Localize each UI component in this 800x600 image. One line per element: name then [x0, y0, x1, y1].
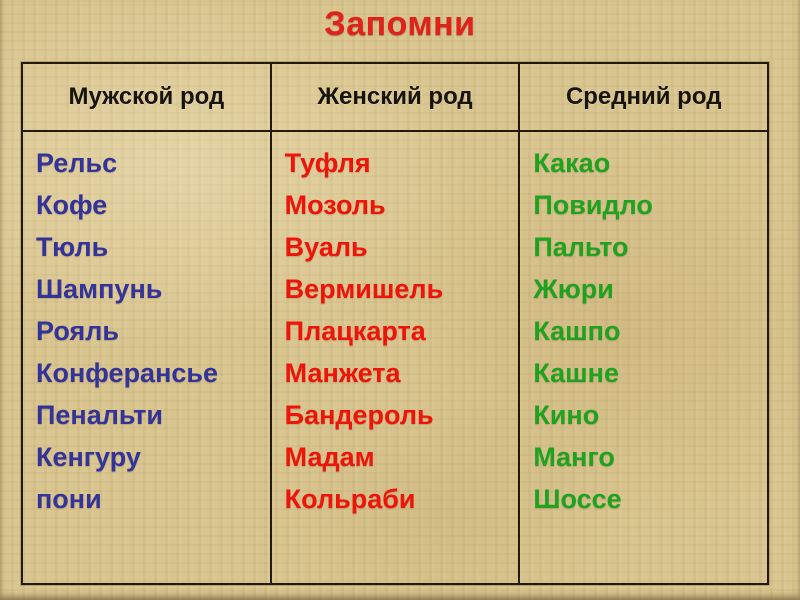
word-item: Кашпо: [533, 316, 621, 346]
word-item: Повидло: [533, 190, 653, 220]
word-item: Кофе: [36, 190, 108, 220]
word-item: Плацкарта: [284, 316, 426, 346]
word-item: Пенальти: [36, 400, 163, 430]
word-item: Конферансье: [36, 358, 219, 388]
gender-table: Мужской род Женский род Средний род Рель…: [21, 62, 769, 585]
table-body-row: Рельс Кофе Тюль Шампунь Рояль Конферансь…: [23, 132, 767, 583]
word-item: Туфля: [284, 148, 371, 178]
word-item: Рельс: [36, 148, 118, 178]
column-header-neuter: Средний род: [565, 83, 722, 110]
word-item: Тюль: [36, 232, 109, 262]
word-item: Бандероль: [284, 400, 434, 430]
word-item: Кенгуру: [36, 442, 141, 472]
word-item: Манжета: [284, 358, 401, 388]
word-item: пони: [36, 484, 102, 514]
column-feminine: Туфля Мозоль Вуаль Вермишель Плацкарта М…: [272, 132, 521, 583]
table-header-row: Мужской род Женский род Средний род: [23, 64, 767, 132]
column-header-masculine: Мужской род: [23, 64, 272, 130]
word-item: Жюри: [533, 274, 614, 304]
word-item: Мадам: [284, 442, 375, 472]
word-item: Мозоль: [284, 190, 386, 220]
word-item: Кольраби: [284, 484, 416, 514]
slide-title: Запомни: [324, 5, 476, 43]
word-item: Какао: [533, 148, 611, 178]
word-item: Манго: [533, 442, 615, 472]
column-masculine: Рельс Кофе Тюль Шампунь Рояль Конферансь…: [23, 132, 272, 583]
word-item: Рояль: [36, 316, 119, 346]
column-neuter: Какао Повидло Пальто Жюри Кашпо Кашне Ки…: [520, 132, 767, 583]
word-item: Кино: [533, 400, 600, 430]
word-item: Шоссе: [533, 484, 622, 514]
word-item: Пальто: [533, 232, 629, 262]
word-item: Шампунь: [36, 274, 163, 304]
column-header-feminine: Женский род: [272, 64, 521, 130]
word-item: Кашне: [533, 358, 619, 388]
word-item: Вуаль: [284, 232, 368, 262]
word-item: Вермишель: [284, 274, 444, 304]
